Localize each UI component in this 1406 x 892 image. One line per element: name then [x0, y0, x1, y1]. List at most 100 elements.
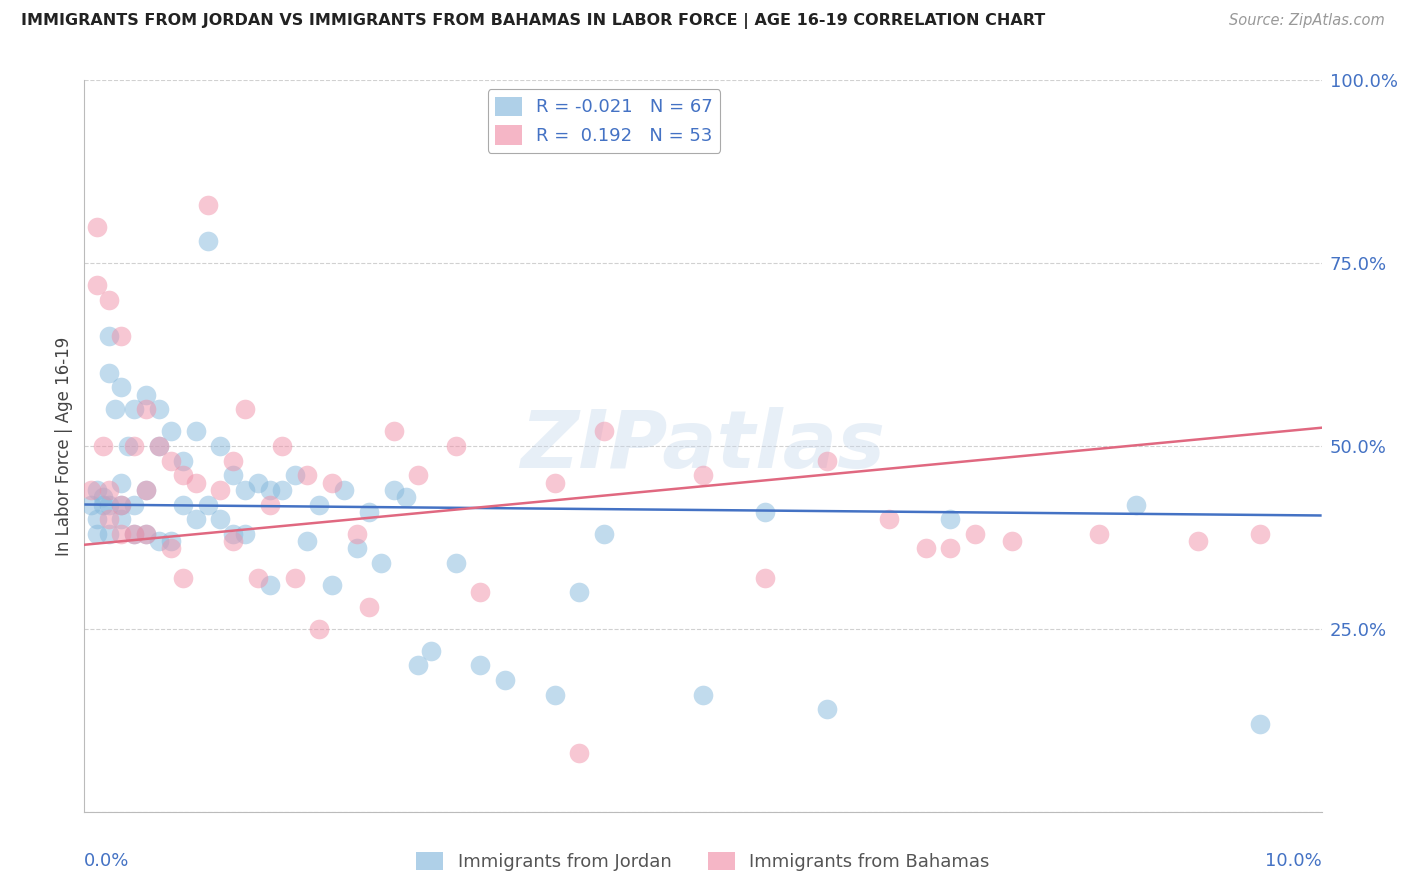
Point — [160, 534, 183, 549]
Point — [543, 688, 565, 702]
Point — [284, 571, 307, 585]
Point — [370, 556, 392, 570]
Point — [135, 526, 157, 541]
Point — [148, 439, 170, 453]
Point — [295, 468, 318, 483]
Point — [148, 439, 170, 453]
Point — [333, 483, 356, 497]
Point — [494, 673, 516, 687]
Point — [382, 483, 405, 497]
Point — [1088, 526, 1111, 541]
Point — [914, 541, 936, 556]
Point — [754, 505, 776, 519]
Point — [98, 483, 121, 497]
Point — [346, 541, 368, 556]
Point — [184, 475, 207, 490]
Point — [184, 512, 207, 526]
Point — [110, 498, 132, 512]
Point — [148, 402, 170, 417]
Point — [408, 658, 430, 673]
Point — [122, 498, 145, 512]
Point — [444, 556, 467, 570]
Point — [593, 425, 616, 439]
Point — [939, 512, 962, 526]
Point — [222, 468, 245, 483]
Point — [568, 585, 591, 599]
Point — [395, 490, 418, 504]
Point — [135, 388, 157, 402]
Point — [110, 498, 132, 512]
Text: IMMIGRANTS FROM JORDAN VS IMMIGRANTS FROM BAHAMAS IN LABOR FORCE | AGE 16-19 COR: IMMIGRANTS FROM JORDAN VS IMMIGRANTS FRO… — [21, 13, 1045, 29]
Point — [1249, 526, 1271, 541]
Point — [91, 498, 114, 512]
Point — [122, 526, 145, 541]
Point — [86, 219, 108, 234]
Legend: R = -0.021   N = 67, R =  0.192   N = 53: R = -0.021 N = 67, R = 0.192 N = 53 — [488, 89, 720, 153]
Point — [1125, 498, 1147, 512]
Point — [321, 578, 343, 592]
Y-axis label: In Labor Force | Age 16-19: In Labor Force | Age 16-19 — [55, 336, 73, 556]
Point — [86, 483, 108, 497]
Point — [122, 402, 145, 417]
Point — [184, 425, 207, 439]
Point — [91, 490, 114, 504]
Point — [692, 468, 714, 483]
Point — [117, 439, 139, 453]
Text: 0.0%: 0.0% — [84, 852, 129, 870]
Point — [593, 526, 616, 541]
Point — [86, 278, 108, 293]
Point — [209, 483, 232, 497]
Point — [122, 439, 145, 453]
Point — [197, 234, 219, 248]
Point — [110, 475, 132, 490]
Point — [259, 498, 281, 512]
Point — [754, 571, 776, 585]
Point — [222, 453, 245, 467]
Point — [259, 578, 281, 592]
Point — [148, 534, 170, 549]
Text: ZIPatlas: ZIPatlas — [520, 407, 886, 485]
Point — [172, 468, 194, 483]
Point — [122, 526, 145, 541]
Point — [295, 534, 318, 549]
Point — [308, 498, 330, 512]
Point — [246, 571, 269, 585]
Point — [543, 475, 565, 490]
Point — [444, 439, 467, 453]
Point — [568, 746, 591, 760]
Point — [209, 512, 232, 526]
Point — [357, 505, 380, 519]
Point — [104, 402, 127, 417]
Point — [470, 658, 492, 673]
Point — [271, 483, 294, 497]
Point — [110, 380, 132, 394]
Point — [79, 498, 101, 512]
Text: Source: ZipAtlas.com: Source: ZipAtlas.com — [1229, 13, 1385, 29]
Point — [98, 512, 121, 526]
Legend: Immigrants from Jordan, Immigrants from Bahamas: Immigrants from Jordan, Immigrants from … — [409, 845, 997, 879]
Point — [135, 483, 157, 497]
Text: 10.0%: 10.0% — [1265, 852, 1322, 870]
Point — [172, 571, 194, 585]
Point — [98, 498, 121, 512]
Point — [160, 541, 183, 556]
Point — [172, 498, 194, 512]
Point — [98, 526, 121, 541]
Point — [692, 688, 714, 702]
Point — [135, 483, 157, 497]
Point — [965, 526, 987, 541]
Point — [346, 526, 368, 541]
Point — [91, 439, 114, 453]
Point — [86, 526, 108, 541]
Point — [197, 197, 219, 211]
Point — [419, 644, 441, 658]
Point — [79, 483, 101, 497]
Point — [939, 541, 962, 556]
Point — [110, 512, 132, 526]
Point — [160, 425, 183, 439]
Point — [172, 453, 194, 467]
Point — [110, 329, 132, 343]
Point — [470, 585, 492, 599]
Point — [197, 498, 219, 512]
Point — [321, 475, 343, 490]
